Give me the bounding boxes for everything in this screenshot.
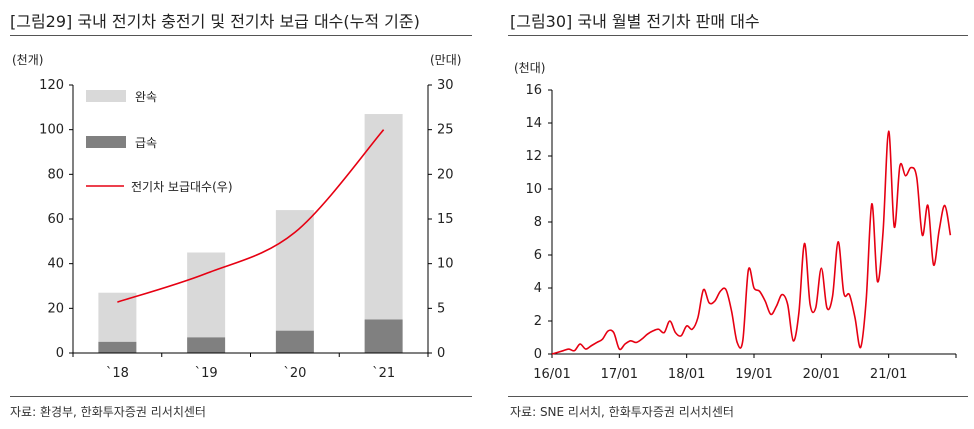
y-tick-label: 12 xyxy=(525,149,542,164)
right-y-tick-label: 15 xyxy=(437,212,454,227)
right-y-tick-label: 0 xyxy=(437,346,445,361)
right-y-tick-label: 30 xyxy=(437,78,454,93)
left-y-tick-label: 100 xyxy=(39,123,64,138)
x-tick-label: 19/01 xyxy=(735,367,772,382)
legend-swatch-slow xyxy=(86,90,126,102)
left-y-tick-label: 20 xyxy=(47,301,64,316)
left-y-tick-label: 80 xyxy=(47,167,64,182)
legend-swatch-fast xyxy=(86,136,126,148)
y-axis-unit: (천대) xyxy=(514,60,545,75)
top-rule xyxy=(10,35,472,36)
right-y-tick-label: 10 xyxy=(437,257,454,272)
bar-fast-1 xyxy=(187,337,226,353)
top-rule xyxy=(508,35,968,36)
monthly-sales-line xyxy=(551,130,952,355)
stacked-bar-line-chart: (천개) (만대) 0 20 40 60 80 100 120 0 5 10 15 20 25 30 `18 `1… xyxy=(12,52,461,381)
bar-fast-0 xyxy=(98,341,137,353)
x-tick-label: 21/01 xyxy=(870,367,907,382)
bar-slow-0 xyxy=(98,292,137,342)
source-note: 자료: SNE 리서치, 한화투자증권 리서치센터 xyxy=(510,405,734,419)
legend-label-line: 전기차 보급대수(우) xyxy=(131,180,233,194)
left-y-tick-label: 40 xyxy=(47,257,64,272)
bar-fast-2 xyxy=(275,330,314,353)
right-y-tick-label: 5 xyxy=(437,301,445,316)
left-y-tick-label: 0 xyxy=(56,346,64,361)
bar-fast-3 xyxy=(364,319,403,353)
legend-label-slow: 완속 xyxy=(135,90,157,104)
x-tick-label: 20/01 xyxy=(803,367,840,382)
ev-supply-line xyxy=(117,129,385,303)
x-tick-label: `18 xyxy=(106,366,129,381)
figure-title: [그림30] 국내 월별 전기차 판매 대수 xyxy=(510,12,760,31)
x-tick-label: `20 xyxy=(283,366,306,381)
y-tick-label: 14 xyxy=(525,116,542,131)
x-tick-label: 17/01 xyxy=(601,367,638,382)
y-tick-label: 16 xyxy=(525,83,542,98)
right-axis-unit: (만대) xyxy=(430,53,461,67)
x-tick-label: `19 xyxy=(195,366,218,381)
legend-label-fast: 급속 xyxy=(135,136,157,150)
bar-slow-1 xyxy=(187,252,226,338)
bar-slow-3 xyxy=(364,114,403,320)
y-tick-label: 6 xyxy=(534,248,542,263)
right-y-tick-label: 25 xyxy=(437,123,454,138)
bottom-rule xyxy=(10,396,472,397)
x-tick-label: 16/01 xyxy=(533,367,570,382)
figure-30-panel: [그림30] 국내 월별 전기차 판매 대수 (천대) 0 2 4 6 8 10 12 14 16… xyxy=(500,0,974,429)
y-tick-label: 2 xyxy=(534,314,542,329)
source-note: 자료: 환경부, 한화투자증권 리서치센터 xyxy=(10,405,206,419)
figure-29-panel: [그림29] 국내 전기차 충전기 및 전기차 보급 대수(누적 기준) (천개… xyxy=(0,0,480,429)
y-tick-label: 0 xyxy=(534,347,542,362)
y-tick-label: 10 xyxy=(525,182,542,197)
x-tick-label: `21 xyxy=(372,366,395,381)
figure-title: [그림29] 국내 전기차 충전기 및 전기차 보급 대수(누적 기준) xyxy=(10,12,420,31)
right-y-tick-label: 20 xyxy=(437,167,454,182)
left-axis-unit: (천개) xyxy=(12,52,43,67)
left-y-tick-label: 60 xyxy=(47,212,64,227)
x-tick-label: 18/01 xyxy=(668,367,705,382)
bottom-rule xyxy=(508,396,968,397)
y-tick-label: 4 xyxy=(534,281,542,296)
monthly-line-chart: (천대) 0 2 4 6 8 10 12 14 16 16/01 17/01 18/01 19/01 20/… xyxy=(514,60,957,382)
left-y-tick-label: 120 xyxy=(39,78,64,93)
y-tick-label: 8 xyxy=(534,215,542,230)
bar-slow-2 xyxy=(275,210,314,331)
